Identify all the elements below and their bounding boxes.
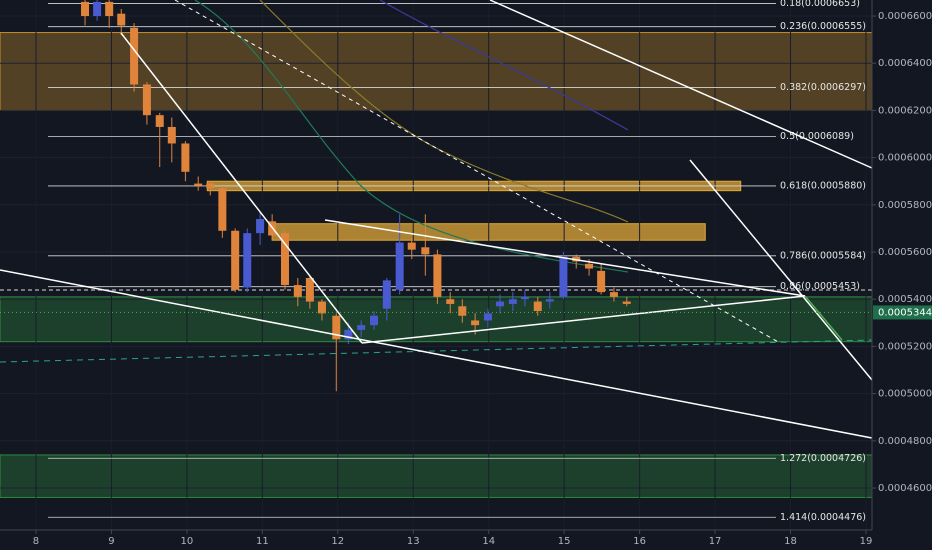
dashed-line	[0, 339, 873, 363]
candle-body	[344, 329, 353, 340]
y-tick-label: 0.0005400	[878, 294, 932, 305]
y-tick-label: 0.0004800	[878, 436, 932, 447]
moving-average	[194, 0, 629, 273]
candles	[81, 0, 631, 392]
zone	[0, 454, 873, 498]
price-axis	[872, 0, 932, 550]
trendline	[689, 159, 873, 381]
candle-body	[545, 299, 554, 302]
axes: 0.0006600 0.0006400 0.0006200 0.0006000 0.00…	[0, 11, 932, 547]
candle-body	[256, 218, 265, 234]
candle-body	[597, 270, 606, 293]
last-price-box	[873, 305, 932, 320]
x-tick-label: 18	[784, 536, 797, 547]
x-tick-label: 9	[108, 536, 114, 547]
y-tick-label: 0.0006600	[878, 11, 932, 22]
candle-body	[81, 1, 90, 17]
moving-average	[379, 0, 629, 131]
candle-body	[317, 301, 326, 314]
x-tick-label: 15	[558, 536, 571, 547]
candle-body	[622, 301, 631, 304]
y-tick-label: 0.0006400	[878, 58, 932, 69]
y-tick-label: 0.0006200	[878, 105, 932, 116]
last-price-label: 0.0005344	[878, 307, 932, 318]
candle-body	[559, 256, 568, 297]
candle-body	[155, 115, 164, 127]
x-tick-label: 12	[331, 536, 344, 547]
fib-label: 0.18(0.0006653)	[780, 0, 860, 9]
fib-label: 1.414(0.0004476)	[780, 512, 866, 523]
candle-body	[206, 183, 215, 189]
candle-body	[508, 299, 517, 304]
x-tick-label: 19	[860, 536, 873, 547]
fib-label: 0.618(0.0005880)	[780, 180, 866, 191]
fib-label: 0.786(0.0005584)	[780, 250, 866, 261]
candle-body	[142, 84, 151, 116]
candle-body	[421, 247, 430, 255]
candle-body	[357, 325, 366, 330]
candle-body	[117, 13, 126, 26]
candle-body	[305, 277, 314, 302]
candle-body	[105, 1, 114, 17]
trendline	[804, 295, 843, 341]
x-tick-label: 10	[181, 536, 194, 547]
candle-body	[167, 126, 176, 144]
y-tick-label: 0.0006000	[878, 153, 932, 164]
candle-body	[280, 233, 289, 286]
candle-body	[520, 296, 529, 300]
x-tick-label: 14	[482, 536, 495, 547]
candle-body	[93, 1, 102, 17]
candle-body	[370, 315, 379, 326]
candle-body	[458, 306, 467, 316]
candle-body	[395, 242, 404, 290]
x-tick-label: 17	[709, 536, 722, 547]
trendline	[489, 0, 873, 169]
candle-body	[533, 301, 542, 312]
fib-label: 0.5(0.0006089)	[780, 131, 854, 142]
candle-body	[483, 313, 492, 321]
fib-label: 0.236(0.0006555)	[780, 21, 866, 32]
trendline	[324, 219, 806, 297]
x-tick-label: 16	[633, 536, 646, 547]
x-tick-label: 8	[33, 536, 39, 547]
candle-body	[231, 230, 240, 290]
candle-body	[382, 280, 391, 309]
fib-label: 0.382(0.0006297)	[780, 82, 866, 93]
candle-body	[181, 143, 190, 172]
x-tick-label: 11	[256, 536, 269, 547]
candle-body	[130, 27, 139, 85]
candle-body	[407, 242, 416, 250]
candle-body	[446, 299, 455, 304]
fib-label: 0.86(0.0005453)	[780, 281, 860, 292]
y-tick-label: 0.0005600	[878, 247, 932, 258]
y-tick-label: 0.0005200	[878, 341, 932, 352]
candle-body	[433, 254, 442, 297]
trendline	[0, 269, 873, 439]
trendlines	[0, 0, 873, 439]
candle-body	[585, 263, 594, 269]
candle-body	[218, 188, 227, 231]
zones	[0, 32, 873, 498]
y-tick-label: 0.0004600	[878, 483, 932, 494]
y-tick-label: 0.0005800	[878, 200, 932, 211]
y-tick-label: 0.0005000	[878, 389, 932, 400]
candle-body	[243, 233, 252, 288]
x-tick-label: 13	[407, 536, 420, 547]
trendline	[361, 295, 806, 344]
trendline	[120, 32, 363, 344]
candle-body	[609, 292, 618, 297]
trendline	[174, 0, 781, 344]
candle-body	[332, 315, 341, 340]
fib-label: 1.272(0.0004726)	[780, 453, 866, 464]
candle-body	[194, 183, 203, 186]
candle-body	[471, 320, 480, 326]
candle-body	[496, 301, 505, 307]
candle-body	[293, 285, 302, 297]
